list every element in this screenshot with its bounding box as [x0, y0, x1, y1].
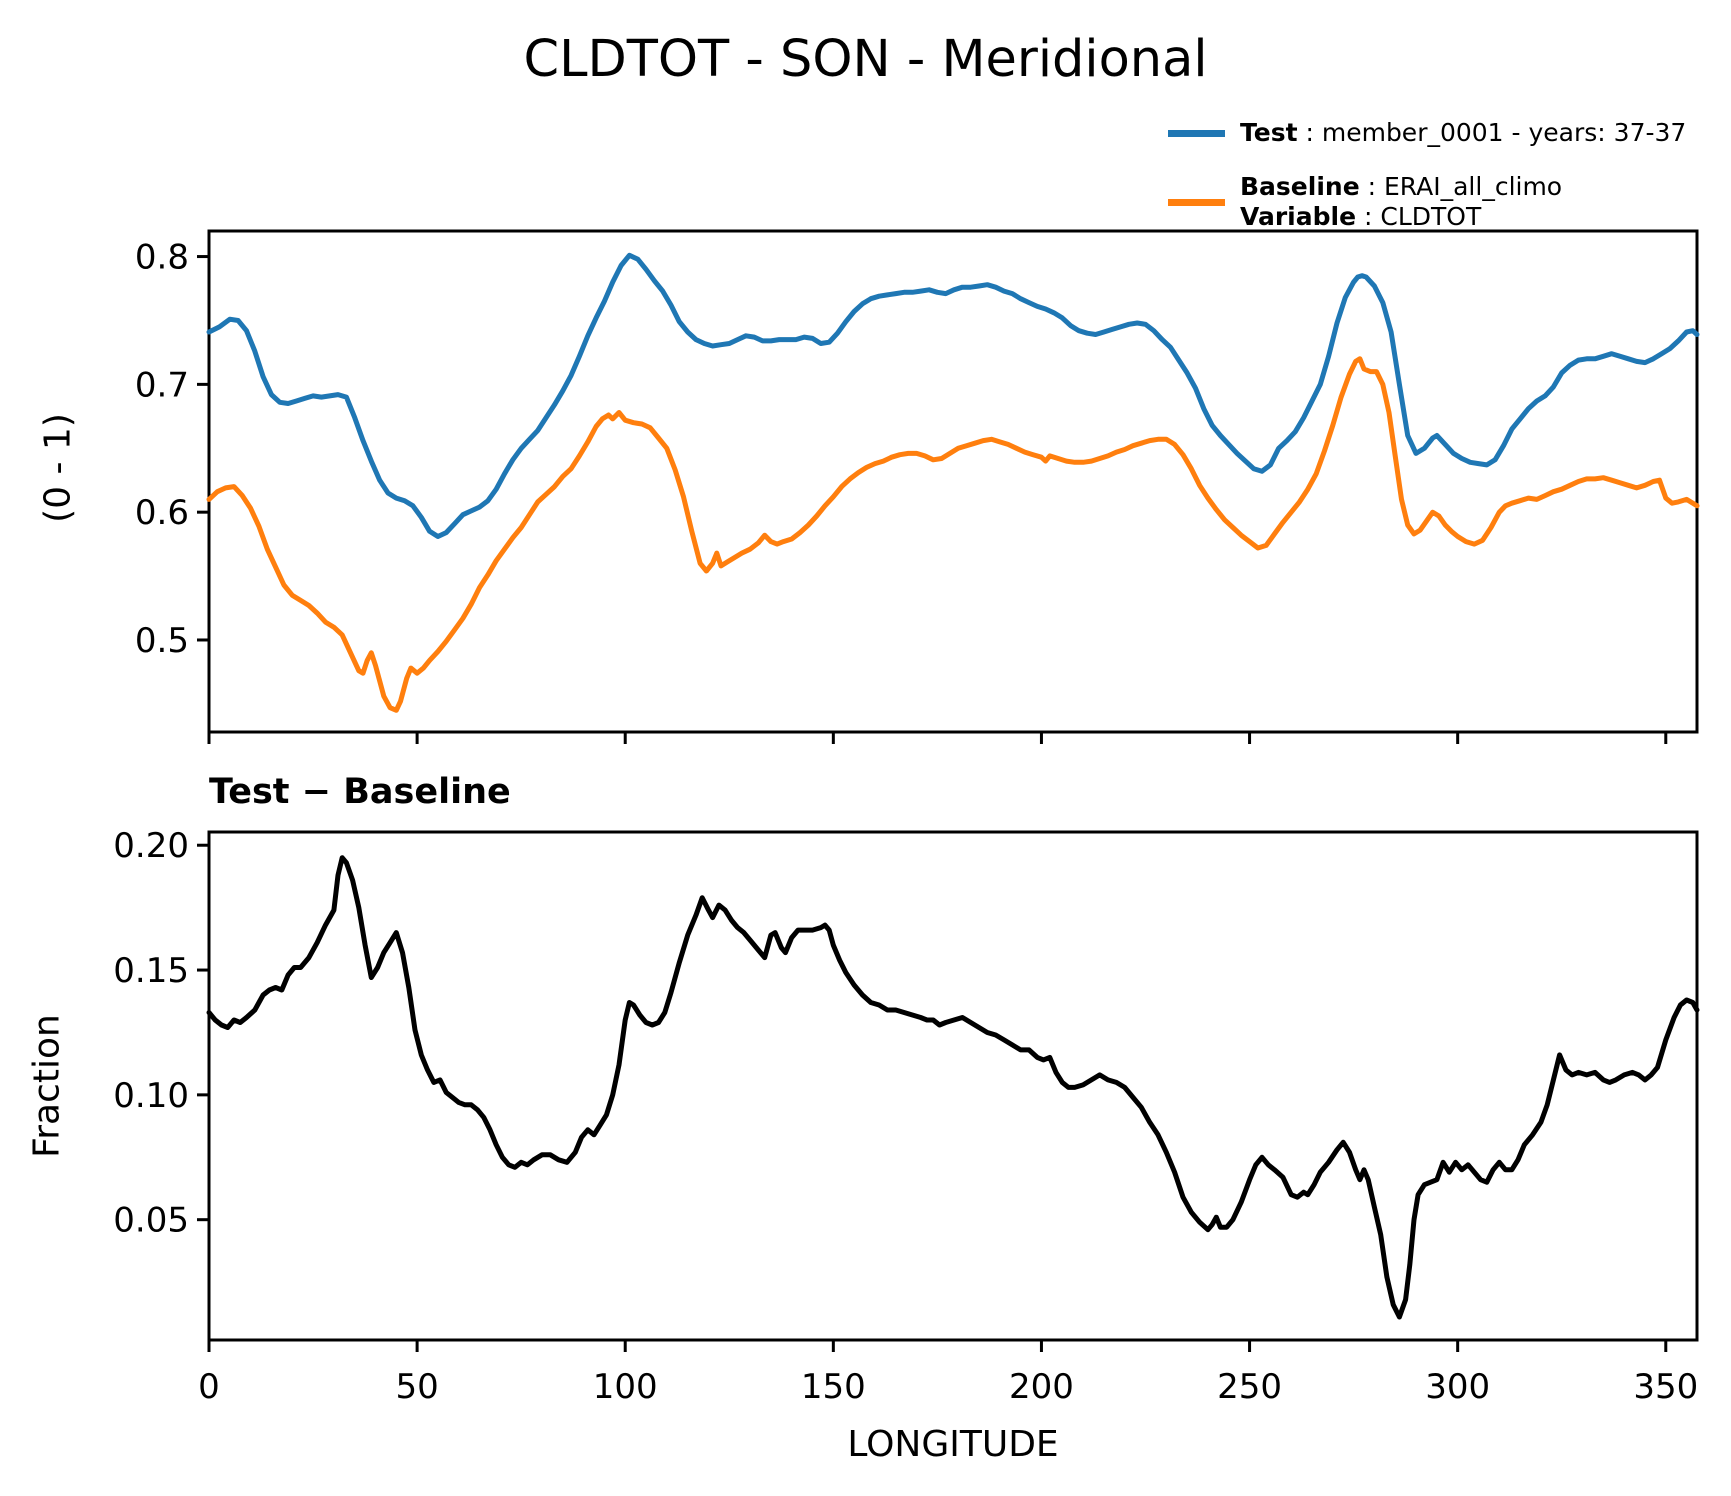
test-line-swatch: [1168, 129, 1225, 137]
legend-test-label: Test: [1240, 118, 1298, 147]
x-tick-label: 200: [1009, 1367, 1074, 1407]
legend-baseline-label: Baseline: [1240, 172, 1360, 201]
top-panel-border: [207, 229, 1699, 734]
bottom-panel-title: Test − Baseline: [209, 772, 511, 812]
x-tick-label: 150: [801, 1367, 866, 1407]
test-minus-baseline-line: [206, 855, 1700, 1320]
legend-item-test: Test : member_0001 - years: 37-37: [1168, 118, 1686, 148]
x-tick-label: 0: [198, 1367, 220, 1407]
y-tick-label: 0.10: [113, 1076, 189, 1116]
x-tick-label: 50: [395, 1367, 438, 1407]
x-tick-label: 350: [1633, 1367, 1698, 1407]
legend-item-baseline-text: Baseline : ERAI_all_climo Variable : CLD…: [1240, 172, 1562, 232]
legend-baseline-row: Baseline : ERAI_all_climo: [1240, 172, 1562, 202]
legend: Test : member_0001 - years: 37-37 Baseli…: [1168, 118, 1686, 232]
baseline-line: [206, 356, 1700, 713]
legend-baseline-value: : ERAI_all_climo: [1367, 172, 1563, 201]
legend-item-baseline: Baseline : ERAI_all_climo Variable : CLD…: [1168, 172, 1686, 232]
legend-item-test-text: Test : member_0001 - years: 37-37: [1240, 118, 1686, 148]
y-tick-label: 0.05: [113, 1201, 189, 1241]
y-tick-label: 0.6: [135, 493, 189, 533]
test-line: [206, 252, 1700, 539]
y-tick-label: 0.5: [135, 621, 189, 661]
x-tick-label: 100: [593, 1367, 658, 1407]
figure-title: CLDTOT - SON - Meridional: [523, 30, 1208, 89]
x-tick-label: 300: [1425, 1367, 1490, 1407]
legend-variable-label: Variable: [1240, 202, 1357, 231]
bottom-panel-border: [207, 830, 1699, 1342]
y-tick-label: 0.8: [135, 238, 189, 278]
x-axis-label: LONGITUDE: [847, 1424, 1059, 1465]
y-tick-label: 0.20: [113, 826, 189, 866]
y-tick-label: 0.15: [113, 951, 189, 991]
bottom-panel-y-axis-label: Fraction: [26, 1014, 68, 1158]
baseline-line-swatch: [1168, 198, 1225, 206]
y-tick-label: 0.7: [135, 365, 189, 405]
x-tick-label: 250: [1217, 1367, 1282, 1407]
legend-test-value: : member_0001 - years: 37-37: [1305, 118, 1687, 147]
legend-variable-value: : CLDTOT: [1364, 202, 1482, 231]
top-panel-y-axis-label: (0 - 1): [37, 413, 79, 523]
legend-variable-row: Variable : CLDTOT: [1240, 202, 1562, 232]
